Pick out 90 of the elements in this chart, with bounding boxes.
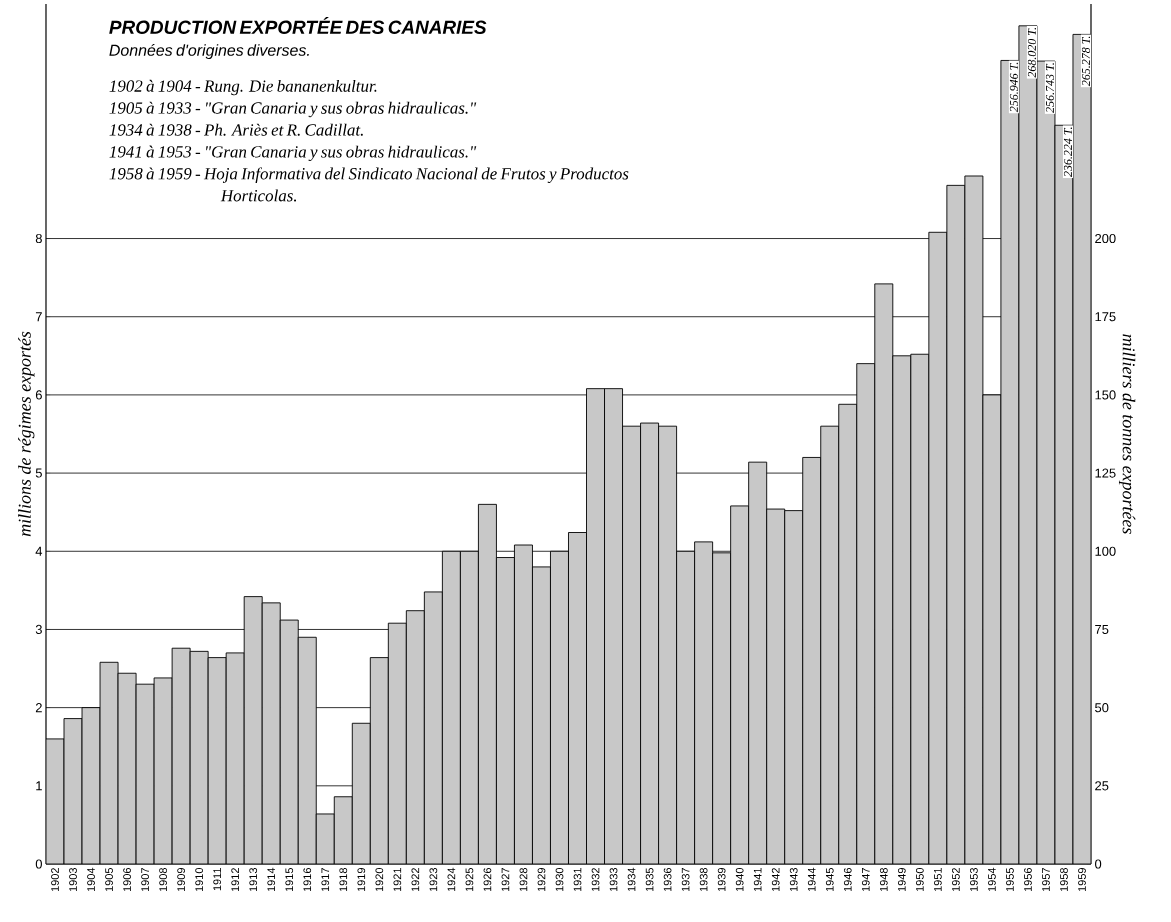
y-tick-label: 6 xyxy=(35,390,42,400)
x-tick-label: 1918 xyxy=(339,868,348,892)
annotation: 1941 à 1953 - "Gran Canaria y sus obras hidraulicas." xyxy=(109,145,477,162)
data-label: 265.278 T. xyxy=(1081,36,1091,87)
y-tick-label: 7 xyxy=(35,312,42,322)
data-label: 236.224 T. xyxy=(1063,127,1073,178)
y2-tick-label: 125 xyxy=(1095,468,1116,478)
x-tick-label: 1922 xyxy=(411,868,420,892)
x-tick-label: 1904 xyxy=(87,867,95,892)
x-tick-label: 1916 xyxy=(303,868,312,892)
x-tick-label: 1959 xyxy=(1078,868,1086,892)
y-tick-label: 8 xyxy=(35,233,42,244)
x-tick-label: 1944 xyxy=(807,867,816,892)
y-tick-label: 0 xyxy=(35,859,42,869)
x-tick-label: 1927 xyxy=(501,868,510,892)
x-tick-label: 1911 xyxy=(213,868,222,891)
annotation: 1934 à 1938 - Ph. Ariès et R. Cadillat. xyxy=(109,123,363,136)
x-tick-label: 1935 xyxy=(645,868,654,892)
x-tick-label: 1947 xyxy=(861,868,870,892)
x-tick-label: 1928 xyxy=(519,868,528,892)
x-tick-label: 1913 xyxy=(249,868,258,892)
x-tick-label: 1956 xyxy=(1024,868,1032,892)
x-tick-label: 1921 xyxy=(393,868,402,892)
x-tick-label: 1930 xyxy=(555,867,564,892)
x-tick-label: 1938 xyxy=(699,868,708,892)
x-tick-label: 1943 xyxy=(789,868,798,892)
y2-tick-label: 200 xyxy=(1095,233,1116,244)
y2-tick-label: 50 xyxy=(1095,703,1109,713)
x-tick-label: 1909 xyxy=(177,868,185,892)
x-tick-label: 1931 xyxy=(573,868,582,892)
x-tick-label: 1939 xyxy=(717,868,726,892)
x-tick-label: 1940 xyxy=(735,867,744,892)
x-tick-label: 1951 xyxy=(933,868,942,892)
x-tick-label: 1937 xyxy=(681,868,690,892)
annotation: 1902 à 1904 - Rung. Die bananenkultur. xyxy=(109,79,377,96)
x-tick-label: 1923 xyxy=(429,868,438,892)
x-tick-label: 1948 xyxy=(879,868,888,892)
x-tick-label: 1954 xyxy=(988,867,996,892)
x-tick-label: 1920 xyxy=(375,867,384,892)
x-tick-label: 1925 xyxy=(465,868,474,892)
x-tick-label: 1945 xyxy=(825,868,834,892)
x-tick-label: 1957 xyxy=(1042,868,1050,892)
y-tick-label: 3 xyxy=(35,624,42,635)
text: PRODUCTION EXPORTÉE DES CANARIES xyxy=(109,17,487,34)
y2-tick-label: 0 xyxy=(1095,859,1102,869)
x-tick-label: 1953 xyxy=(970,868,978,892)
y2-tick-label: 150 xyxy=(1095,390,1116,400)
x-tick-label: 1958 xyxy=(1060,868,1068,892)
x-tick-label: 1902 xyxy=(51,868,59,892)
x-tick-label: 1941 xyxy=(753,868,762,892)
x-tick-label: 1905 xyxy=(105,868,113,892)
x-tick-label: 1906 xyxy=(123,868,131,892)
y-tick-label: 1 xyxy=(36,781,42,791)
data-label: 268.020 T. xyxy=(1027,28,1036,78)
y2-tick-label: 100 xyxy=(1095,546,1116,556)
x-tick-label: 1949 xyxy=(897,868,906,892)
x-tick-label: 1919 xyxy=(357,868,366,892)
x-tick-label: 1952 xyxy=(952,868,960,892)
y-tick-label: 4 xyxy=(35,546,43,556)
y-tick-label: 2 xyxy=(35,703,42,713)
x-tick-label: 1917 xyxy=(321,868,330,892)
y2-tick-label: 25 xyxy=(1095,781,1109,791)
x-tick-label: 1942 xyxy=(771,868,780,892)
y-tick-label: 5 xyxy=(35,468,42,478)
y-axis-title: millions de régimes exportés xyxy=(18,331,35,537)
x-tick-label: 1950 xyxy=(915,867,924,892)
x-tick-label: 1903 xyxy=(69,868,77,892)
x-tick-label: 1926 xyxy=(483,868,492,892)
text: Données d'origines diverses. xyxy=(109,43,309,60)
x-tick-label: 1914 xyxy=(267,867,276,892)
x-tick-label: 1936 xyxy=(663,868,672,892)
x-tick-label: 1912 xyxy=(231,868,240,892)
x-tick-label: 1946 xyxy=(843,868,852,892)
annotation: 1958 à 1959 - Hoja Informativa del Sindicato Nacional de Frutos y Productos Horticolas. xyxy=(109,167,629,202)
x-tick-label: 1933 xyxy=(609,868,618,892)
x-tick-label: 1910 xyxy=(195,867,204,892)
x-tick-label: 1908 xyxy=(159,868,167,892)
x-tick-label: 1955 xyxy=(1006,868,1014,892)
x-tick-label: 1929 xyxy=(537,868,546,892)
annotation: 1905 à 1933 - "Gran Canaria y sus obras hidraulicas." xyxy=(109,101,477,118)
y2-axis-title: milliers de tonnes exportées xyxy=(1118,334,1136,534)
data-label: 256.946 T. xyxy=(1009,62,1018,113)
data-label: 256.743 T. xyxy=(1045,63,1054,113)
y2-tick-label: 75 xyxy=(1095,624,1109,634)
x-tick-label: 1924 xyxy=(447,867,456,892)
x-tick-label: 1915 xyxy=(285,868,294,892)
x-tick-label: 1934 xyxy=(627,867,636,892)
x-tick-label: 1907 xyxy=(141,868,149,892)
x-tick-label: 1932 xyxy=(591,868,600,892)
y2-tick-label: 175 xyxy=(1095,312,1116,322)
